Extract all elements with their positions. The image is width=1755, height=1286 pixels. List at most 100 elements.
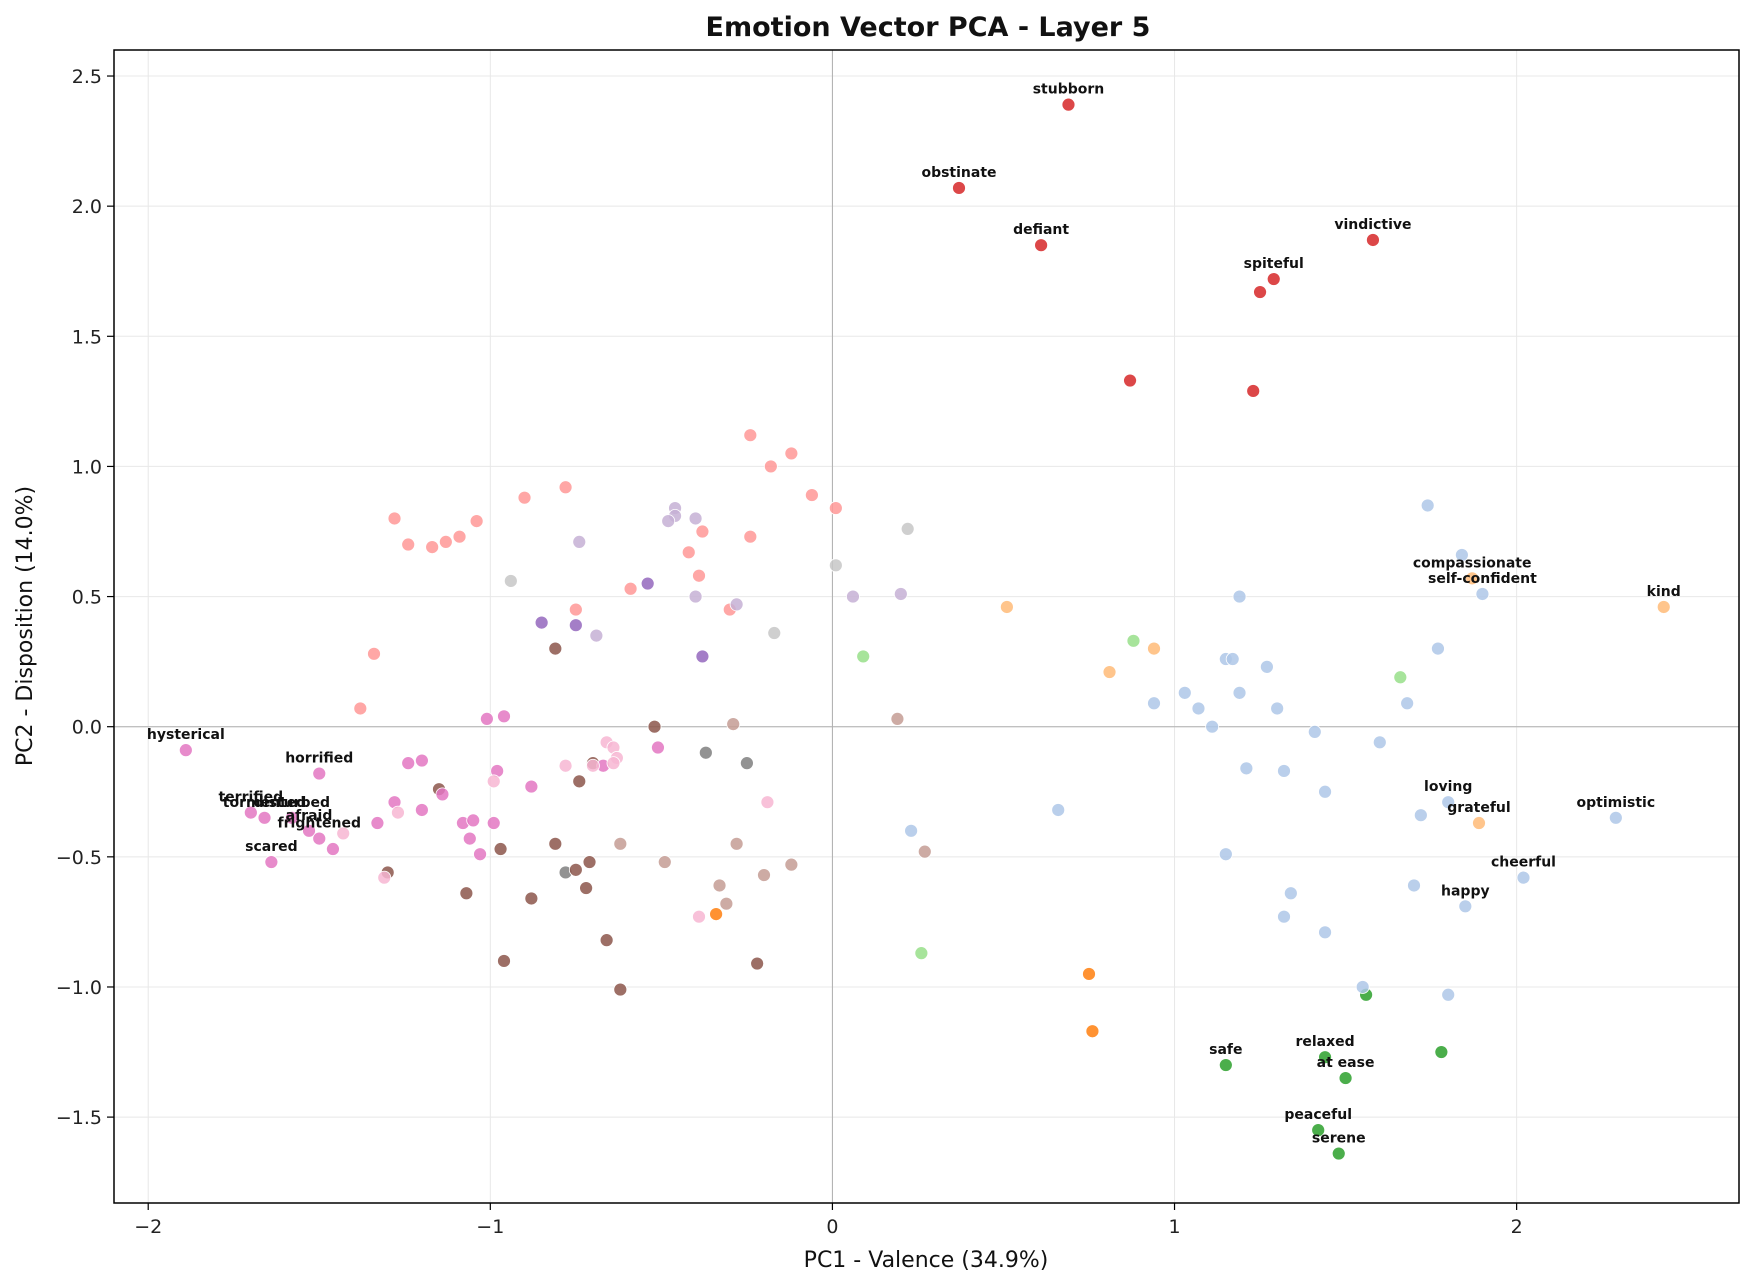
- scatter-point: [1034, 238, 1049, 253]
- scatter-point: [1311, 1123, 1326, 1138]
- x-tick-label: −2: [134, 1216, 162, 1238]
- scatter-point: [558, 758, 573, 773]
- scatter-point: [1318, 784, 1332, 799]
- scatter-point: [1318, 1050, 1332, 1065]
- scatter-point: [438, 535, 453, 549]
- scatter-point: [606, 756, 621, 771]
- scatter-point: [459, 886, 474, 901]
- x-axis-ticks: −2 −1 0 1 2: [134, 1203, 1523, 1238]
- point-label: frightened: [278, 816, 361, 832]
- scatter-point: [1454, 548, 1469, 562]
- scatter-point: [952, 181, 966, 195]
- point-label: afraid: [286, 808, 333, 824]
- scatter-point: [1218, 847, 1233, 862]
- scatter-point: [1126, 633, 1141, 648]
- scatter-point: [1431, 641, 1445, 656]
- scatter-point: [1366, 233, 1380, 247]
- x-tick-label: 1: [1168, 1216, 1180, 1238]
- y-axis-label: PC2 - Disposition (14.0%): [13, 486, 38, 766]
- scatter-point: [1177, 685, 1192, 700]
- scatter-point: [688, 511, 703, 526]
- grid-lines: [114, 50, 1739, 1203]
- scatter-point: [517, 490, 532, 505]
- scatter-point: [1516, 870, 1531, 885]
- y-tick-label: −0.5: [56, 847, 102, 869]
- scatter-point: [804, 488, 819, 502]
- scatter-point: [377, 870, 392, 885]
- scatter-point: [1307, 725, 1322, 739]
- scatter-point: [414, 753, 429, 768]
- scatter-point: [257, 810, 272, 825]
- x-tick-label: 2: [1511, 1216, 1523, 1238]
- scatter-point: [1061, 97, 1076, 112]
- point-label: serene: [1312, 1131, 1366, 1147]
- scatter-point: [1434, 1045, 1449, 1059]
- scatter-point: [726, 717, 741, 732]
- scatter-point: [1270, 701, 1285, 716]
- scatter-point: [914, 946, 929, 961]
- scatter-point: [387, 511, 402, 526]
- scatter-point: [757, 868, 771, 882]
- scatter-point: [767, 626, 782, 640]
- scatter-point: [524, 891, 539, 906]
- scatter-point: [1441, 987, 1456, 1002]
- scatter-point: [493, 842, 508, 856]
- scatter-point: [1283, 886, 1298, 901]
- scatter-point: [695, 649, 710, 664]
- point-label: kind: [1647, 584, 1681, 600]
- scatter-point: [846, 589, 860, 604]
- scatter-point: [1239, 761, 1254, 776]
- scatter-point: [1102, 665, 1117, 679]
- point-label: spiteful: [1244, 256, 1304, 272]
- plot-frame: [113, 49, 1740, 1204]
- scatter-point: [558, 480, 573, 495]
- scatter-point: [599, 933, 614, 948]
- scatter-point: [661, 514, 676, 528]
- scatter-point: [904, 823, 919, 838]
- scatter-point: [695, 524, 710, 539]
- scatter-point: [900, 521, 915, 536]
- scatter-point: [401, 756, 416, 771]
- scatter-point: [640, 576, 655, 591]
- scatter-point: [572, 535, 587, 549]
- scatter-point: [1253, 285, 1267, 299]
- scatter-point: [548, 836, 563, 851]
- scatter-point: [326, 842, 340, 856]
- scatter-point: [568, 618, 583, 633]
- scatter-point: [1656, 600, 1671, 614]
- scatter-points: [178, 97, 1671, 1161]
- y-tick-label: 1.5: [72, 326, 102, 348]
- point-label: horrified: [285, 751, 353, 767]
- scatter-point: [1147, 696, 1161, 711]
- scatter-point: [739, 756, 754, 771]
- scatter-point: [1277, 909, 1291, 924]
- scatter-point: [1338, 1071, 1353, 1085]
- scatter-point: [425, 540, 440, 555]
- scatter-point: [729, 836, 744, 851]
- scatter-point: [729, 597, 744, 612]
- x-tick-label: −1: [476, 1216, 504, 1238]
- y-tick-label: 0.0: [72, 717, 102, 739]
- scatter-point: [486, 816, 501, 830]
- scatter-point: [1232, 685, 1247, 700]
- scatter-point: [302, 823, 316, 838]
- scatter-point: [917, 844, 932, 859]
- scatter-point: [750, 956, 765, 971]
- scatter-point: [763, 459, 778, 474]
- point-label: at ease: [1317, 1055, 1375, 1071]
- scatter-point: [1372, 735, 1387, 750]
- scatter-point: [462, 831, 477, 846]
- scatter-point: [743, 428, 758, 443]
- scatter-point: [370, 816, 385, 830]
- scatter-point: [586, 758, 600, 773]
- scatter-point: [1465, 571, 1480, 586]
- scatter-point: [401, 537, 416, 552]
- scatter-point: [466, 813, 481, 828]
- y-tick-label: 2.0: [72, 196, 102, 218]
- scatter-point: [1458, 899, 1473, 914]
- scatter-point: [452, 529, 467, 544]
- scatter-point: [828, 558, 843, 573]
- scatter-point: [1259, 659, 1274, 674]
